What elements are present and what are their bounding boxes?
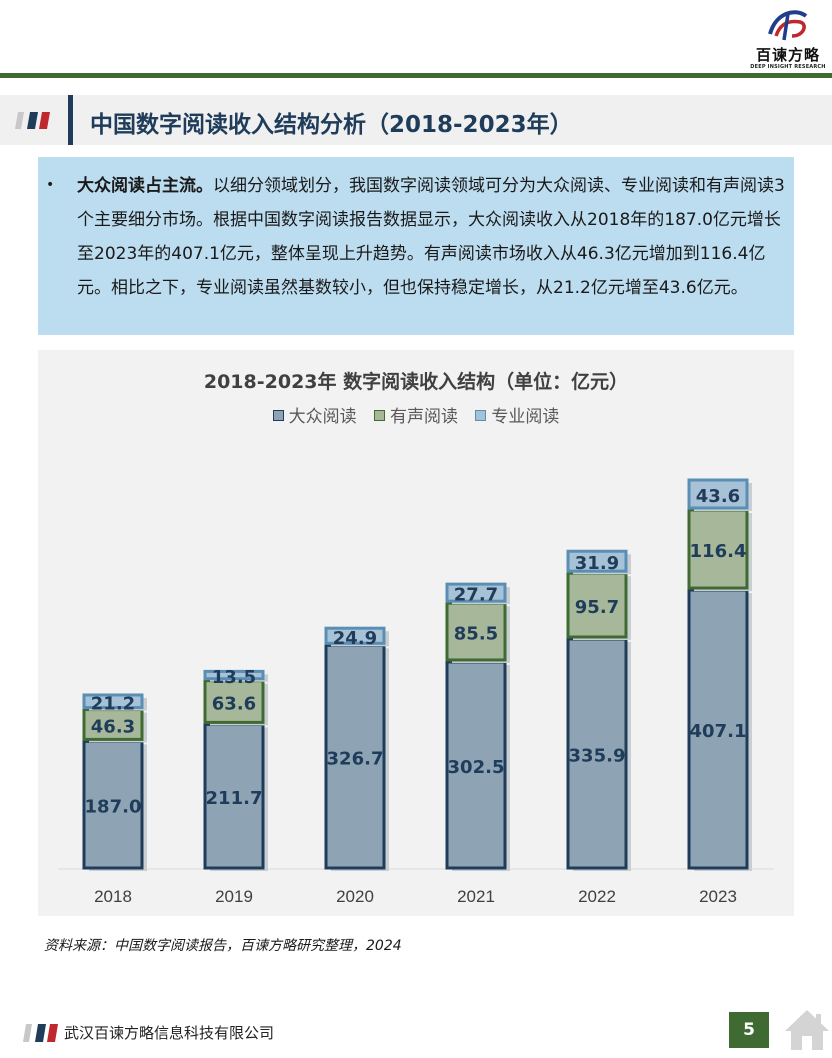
data-label-2021-s2: 27.7 xyxy=(454,585,498,606)
x-tick-label-2023: 2023 xyxy=(699,887,737,906)
page-number: 5 xyxy=(729,1012,769,1048)
chart-panel: 187.0 46.3 21.2 2018 211.7 63.6 13.5 2019 326.7 2… xyxy=(38,350,794,916)
data-label-2020-s2: 24.9 xyxy=(333,628,377,649)
bar-2019-s2 xyxy=(203,669,265,681)
bar-2018-s2 xyxy=(82,693,144,710)
legend-swatch-mass xyxy=(272,410,284,421)
x-tick-label-2018: 2018 xyxy=(94,887,132,906)
summary-box: • 大众阅读占主流。以细分领域划分，我国数字阅读领域可分为大众阅读、专业阅读和有… xyxy=(38,157,794,335)
legend-swatch-professional xyxy=(475,410,487,421)
bar-2021-s1 xyxy=(445,601,507,662)
data-label-2021-s1: 85.5 xyxy=(454,624,498,645)
brand-subtitle: DEEP INSIGHT RESEARCH xyxy=(750,64,826,70)
data-label-2022-s0: 335.9 xyxy=(569,745,626,766)
bar-2018-s0 xyxy=(82,739,144,870)
x-tick-label-2022: 2022 xyxy=(578,887,616,906)
chart-legend: 大众阅读 有声阅读 专业阅读 xyxy=(38,402,794,427)
legend-item-professional: 专业阅读 xyxy=(475,402,559,427)
brand-logo: 百谏方略 DEEP INSIGHT RESEARCH xyxy=(748,6,828,70)
summary-body: 以细分领域划分，我国数字阅读领域可分为大众阅读、专业阅读和有声阅读3个主要细分市… xyxy=(77,176,785,298)
data-label-2018-s1: 46.3 xyxy=(91,716,135,737)
data-label-2019-s1: 63.6 xyxy=(212,694,256,715)
bar-2021-s0 xyxy=(445,660,507,870)
bar-2022-s1 xyxy=(566,571,628,639)
bar-2022-s0 xyxy=(566,637,628,870)
header-divider xyxy=(0,73,832,78)
bar-2020-s2 xyxy=(324,626,386,645)
bullet-marker: • xyxy=(46,177,55,193)
legend-label-mass: 大众阅读 xyxy=(288,407,357,427)
x-tick-label-2021: 2021 xyxy=(457,887,495,906)
x-tick-label-2020: 2020 xyxy=(336,887,374,906)
stacked-bar-chart: 187.0 46.321.2 2018 211.7 63.6 13.5 2019 326.7 2… xyxy=(58,478,774,906)
bar-2023-s2 xyxy=(687,478,749,510)
section-title-bar: 中国数字阅读收入结构分析（2018-2023年） xyxy=(0,95,832,145)
company-name: 武汉百谏方略信息科技有限公司 xyxy=(64,1024,275,1042)
brand-logo-icon xyxy=(768,10,808,41)
chart-title: 2018-2023年 数字阅读收入结构（单位：亿元） xyxy=(203,371,629,393)
data-label-2018-s2: 21.2 xyxy=(91,693,135,714)
data-label-2023-s1: 116.4 xyxy=(690,541,747,562)
data-label-2023-s2: 43.6 xyxy=(696,486,740,507)
legend-swatch-audio xyxy=(374,410,385,421)
bar-2023-s0 xyxy=(687,588,749,870)
data-label-2022-s2: 31.9 xyxy=(575,553,619,574)
data-label-2020-s0: 326.7 xyxy=(327,749,384,770)
brand-name: 百谏方略 xyxy=(755,46,820,64)
home-icon[interactable] xyxy=(782,1004,832,1054)
x-tick-label-2019: 2019 xyxy=(215,887,253,906)
data-label-2021-s0: 302.5 xyxy=(448,757,505,778)
legend-label-audio: 有声阅读 xyxy=(390,407,458,427)
legend-label-professional: 专业阅读 xyxy=(491,407,560,427)
section-title: 中国数字阅读收入结构分析（2018-2023年） xyxy=(90,112,573,138)
title-divider xyxy=(68,95,73,145)
summary-paragraph: 大众阅读占主流。以细分领域划分，我国数字阅读领域可分为大众阅读、专业阅读和有声阅… xyxy=(77,169,789,305)
footer-flag-stripes-icon xyxy=(23,1024,58,1042)
bar-2022-s2 xyxy=(566,549,628,573)
data-label-2019-s2: 13.5 xyxy=(212,667,256,688)
data-label-2018-s0: 187.0 xyxy=(85,797,142,818)
summary-lead: 大众阅读占主流。 xyxy=(77,176,213,196)
data-label-2023-s0: 407.1 xyxy=(690,721,747,742)
source-note: 资料来源：中国数字阅读报告，百谏方略研究整理，2024 xyxy=(44,938,402,954)
bar-2021-s2 xyxy=(445,582,507,603)
flag-stripes-icon xyxy=(15,112,50,129)
legend-item-mass: 大众阅读 xyxy=(272,402,357,427)
data-label-2022-s1: 95.7 xyxy=(575,597,619,618)
data-label-2019-s0: 211.7 xyxy=(206,788,263,809)
bar-2019-s0 xyxy=(203,722,265,870)
legend-item-audio: 有声阅读 xyxy=(374,402,458,427)
